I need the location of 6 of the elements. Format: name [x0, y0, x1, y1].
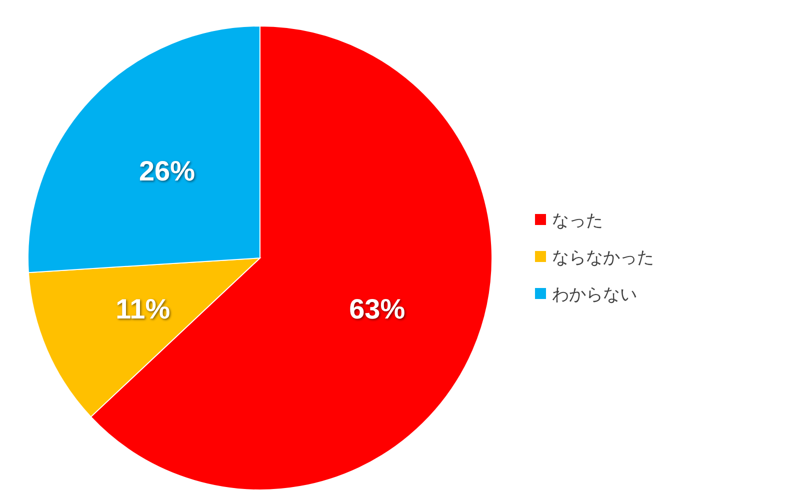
data-label: 26% — [138, 155, 196, 186]
data-label: 63% — [349, 293, 406, 324]
data-label: 11% — [116, 293, 170, 324]
legend-label: わからない — [552, 284, 637, 305]
legend-label: ならなかった — [552, 248, 654, 268]
legend-label: なった — [552, 210, 603, 231]
